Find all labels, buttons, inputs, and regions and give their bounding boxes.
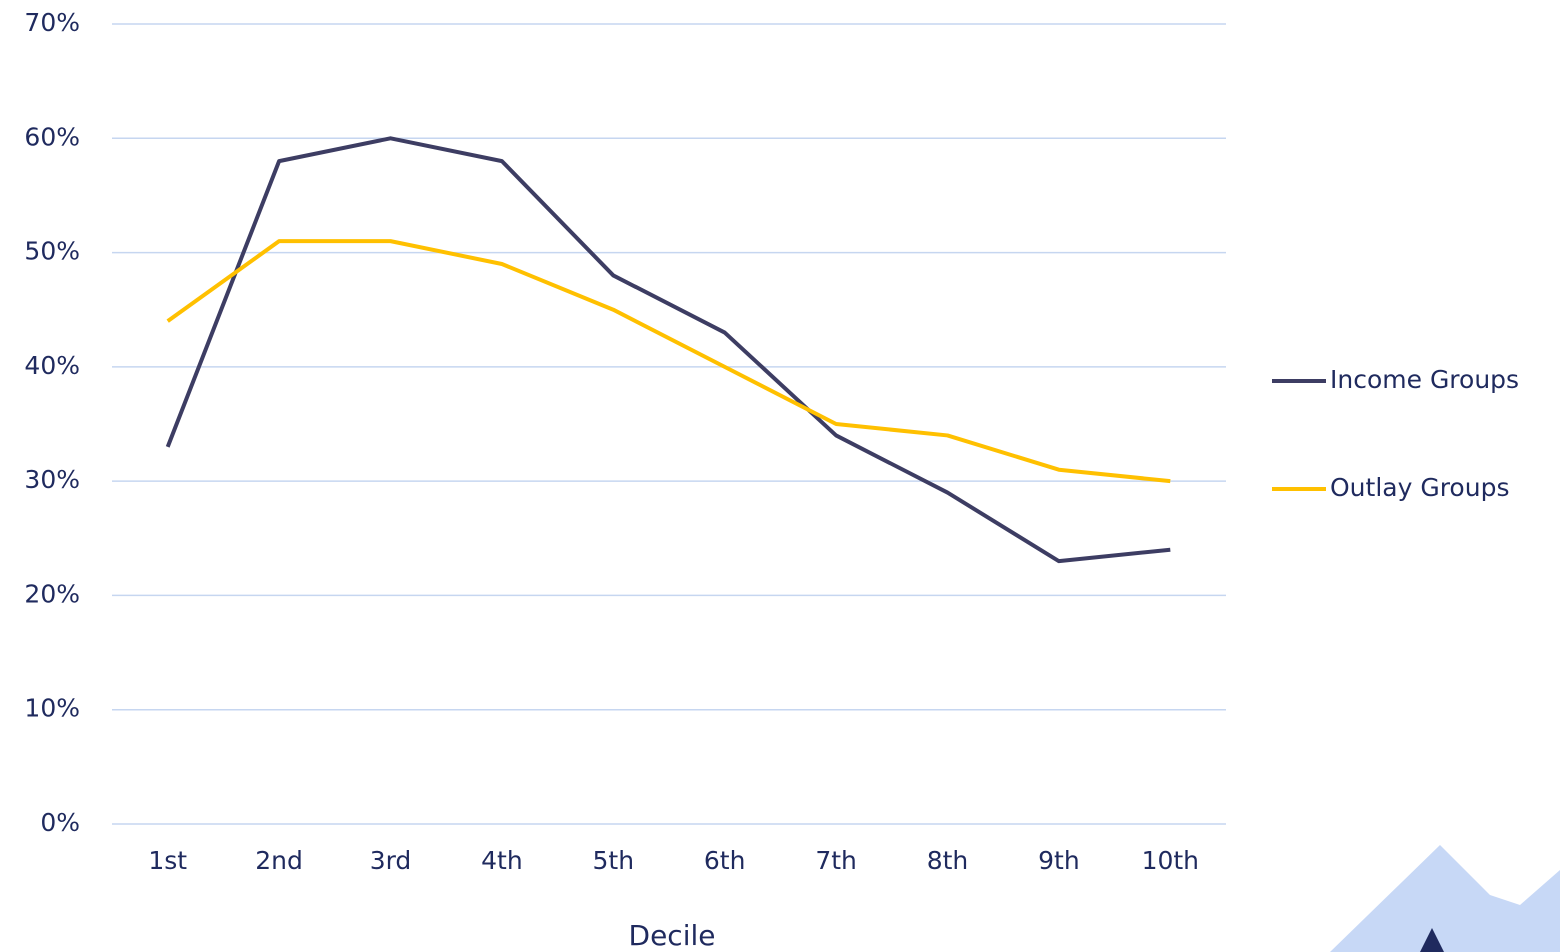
x-axis-title: Decile bbox=[629, 919, 716, 952]
x-tick-label: 1st bbox=[148, 846, 187, 875]
x-tick-label: 2nd bbox=[255, 846, 303, 875]
x-tick-label: 8th bbox=[927, 846, 969, 875]
y-tick-label: 30% bbox=[24, 465, 80, 494]
y-tick-label: 60% bbox=[24, 122, 80, 151]
x-tick-label: 7th bbox=[815, 846, 857, 875]
x-tick-label: 4th bbox=[481, 846, 523, 875]
y-tick-label: 50% bbox=[24, 237, 80, 266]
legend-label: Outlay Groups bbox=[1330, 473, 1509, 502]
y-tick-label: 0% bbox=[40, 808, 80, 837]
series-line bbox=[166, 239, 1171, 484]
x-tick-label: 6th bbox=[704, 846, 746, 875]
y-tick-label: 10% bbox=[24, 694, 80, 723]
logo bbox=[1330, 845, 1560, 952]
x-tick-label: 10th bbox=[1142, 846, 1199, 875]
x-tick-label: 5th bbox=[593, 846, 635, 875]
x-tick-label: 3rd bbox=[370, 846, 412, 875]
y-tick-label: 20% bbox=[24, 579, 80, 608]
y-tick-label: 70% bbox=[24, 8, 80, 37]
y-tick-label: 40% bbox=[24, 351, 80, 380]
legend-label: Income Groups bbox=[1330, 365, 1519, 394]
x-tick-label: 9th bbox=[1038, 846, 1080, 875]
series-line bbox=[165, 136, 1171, 564]
